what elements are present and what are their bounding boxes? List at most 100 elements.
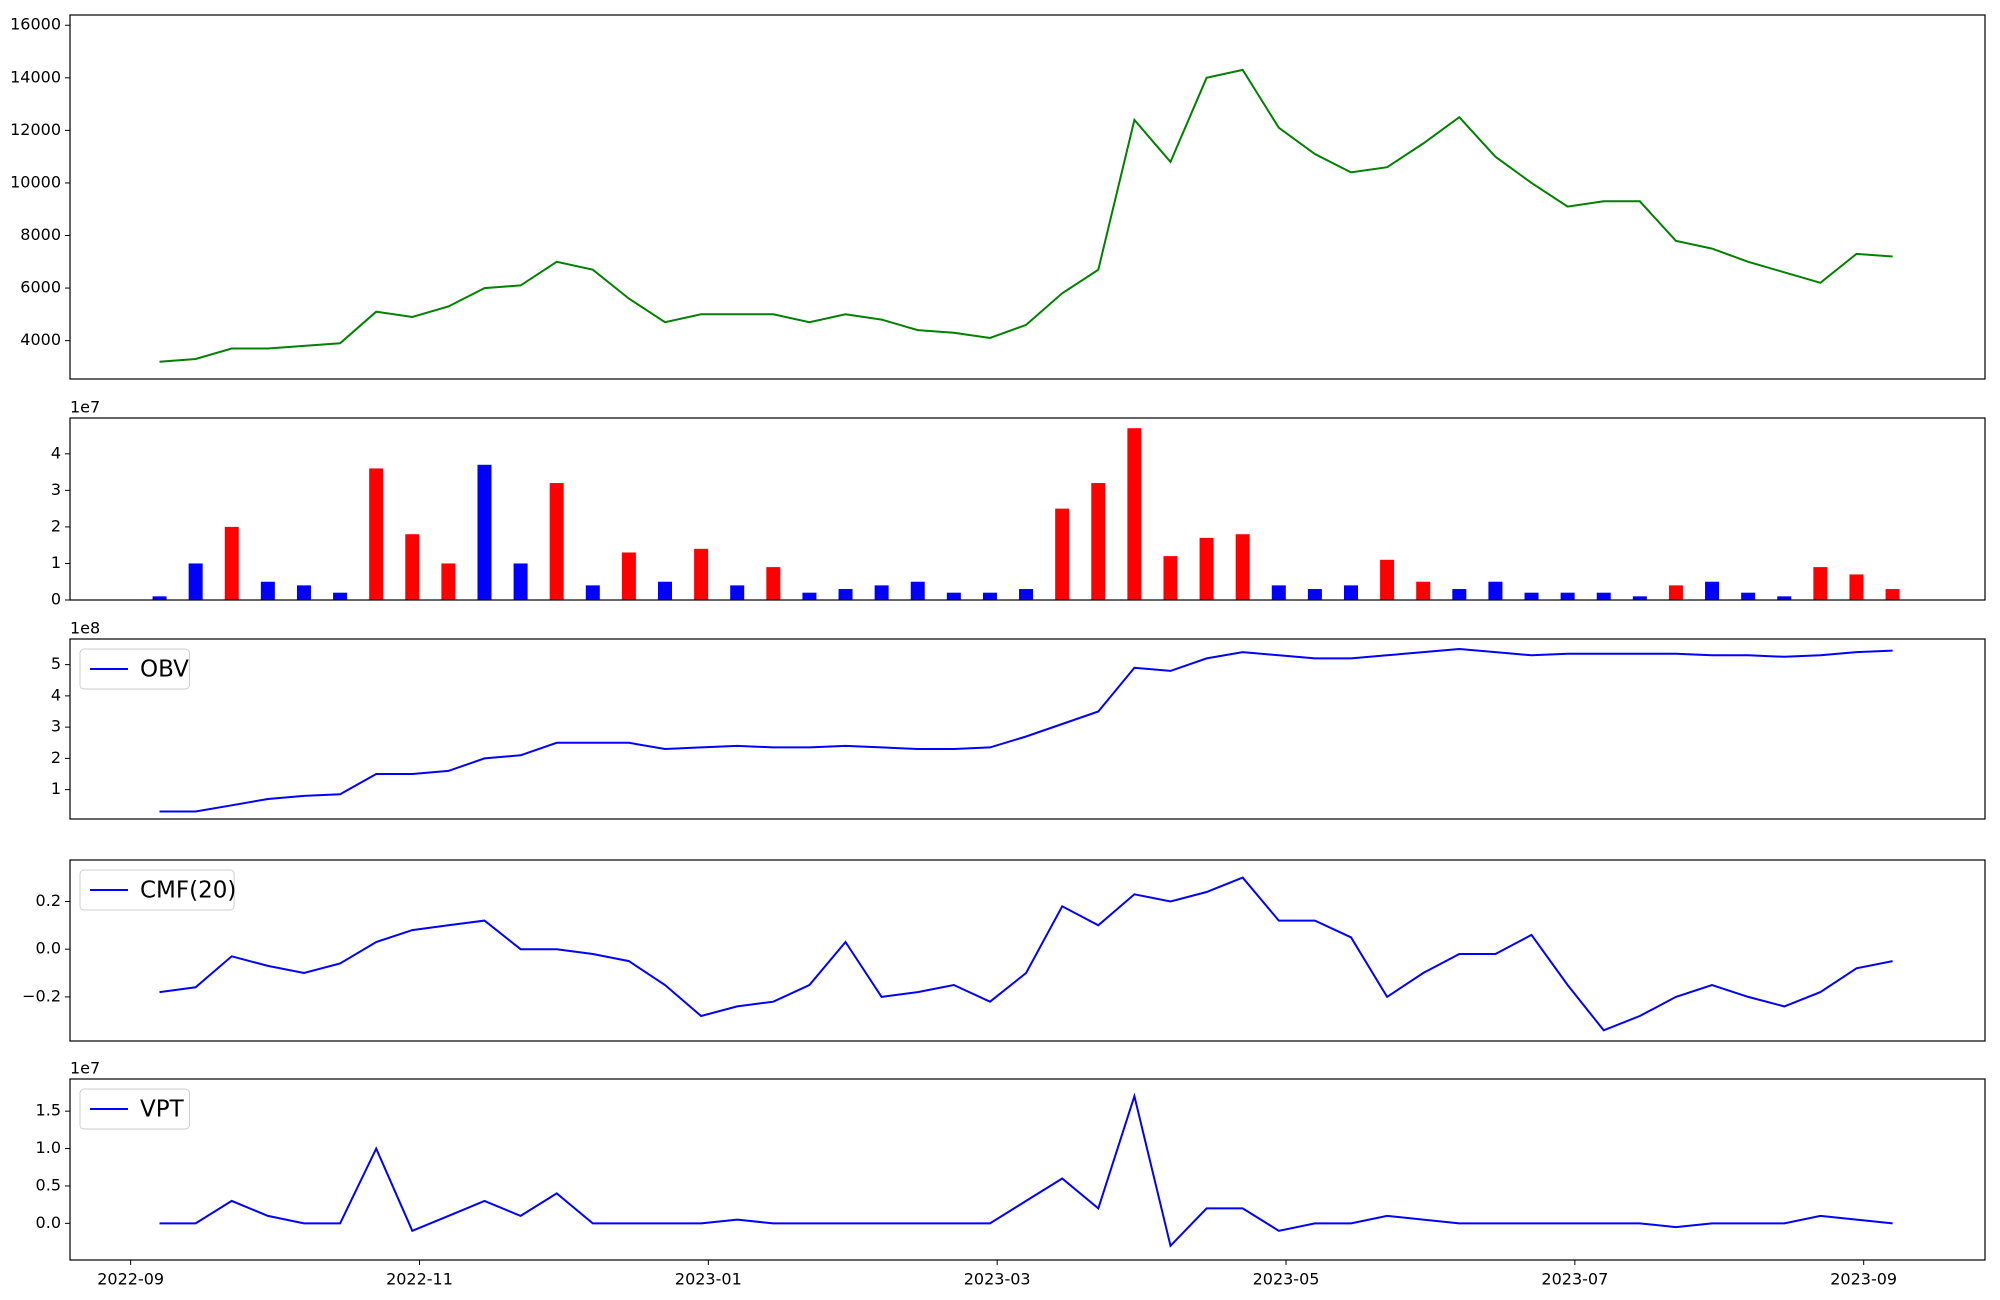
bar xyxy=(694,548,709,600)
x-tick-label: 2023-09 xyxy=(1830,1270,1897,1289)
bar xyxy=(658,581,673,600)
bar xyxy=(1488,581,1503,600)
legend: CMF(20) xyxy=(79,869,236,911)
plot-frame xyxy=(69,859,1986,1042)
bar xyxy=(1235,534,1250,600)
bar xyxy=(188,563,203,600)
line xyxy=(159,68,1893,363)
y-tick-label: 2 xyxy=(51,748,61,767)
bar xyxy=(874,585,889,600)
bar xyxy=(982,592,997,600)
bar xyxy=(802,592,817,600)
bar xyxy=(1055,508,1070,600)
bar xyxy=(1307,589,1322,600)
x-tick-label: 2022-09 xyxy=(97,1270,164,1289)
y-tick-label: 4 xyxy=(51,443,61,462)
bar xyxy=(296,585,311,600)
y-tick-label: 0 xyxy=(51,590,61,609)
x-tick-label: 2023-05 xyxy=(1253,1270,1320,1289)
bar xyxy=(260,581,275,600)
y-offset-label: 1e8 xyxy=(70,619,100,638)
legend-box xyxy=(79,869,235,911)
bar xyxy=(1668,585,1683,600)
x-tick-label: 2023-01 xyxy=(675,1270,742,1289)
bar xyxy=(405,534,420,600)
bar xyxy=(1560,592,1575,600)
bar xyxy=(152,596,167,600)
y-tick-label: 1 xyxy=(51,553,61,572)
bar xyxy=(1091,483,1106,600)
bar xyxy=(1777,596,1792,600)
bar xyxy=(1452,589,1467,600)
plot-frame xyxy=(69,1078,1986,1261)
bar xyxy=(621,552,636,600)
bar xyxy=(513,563,528,600)
bar xyxy=(730,585,745,600)
y-tick-label: 8000 xyxy=(20,225,61,244)
bar xyxy=(224,526,239,600)
legend-box xyxy=(79,648,190,690)
bar xyxy=(1885,589,1900,600)
y-offset-label: 1e7 xyxy=(70,398,100,417)
line xyxy=(159,876,1893,1032)
bar xyxy=(1524,592,1539,600)
y-tick-label: 14000 xyxy=(10,67,61,86)
x-tick-label: 2022-11 xyxy=(386,1270,453,1289)
y-tick-label: 2 xyxy=(51,516,61,535)
y-tick-label: 1 xyxy=(51,779,61,798)
bar xyxy=(1343,585,1358,600)
plot-frame xyxy=(69,638,1986,820)
bar xyxy=(838,589,853,600)
legend: VPT xyxy=(79,1088,190,1130)
bar xyxy=(1632,596,1647,600)
y-offset-label: 1e7 xyxy=(70,1059,100,1078)
y-tick-label: 12000 xyxy=(10,120,61,139)
bar xyxy=(946,592,961,600)
plot-frame xyxy=(69,14,1986,380)
y-tick-label: 10000 xyxy=(10,172,61,191)
y-tick-label: 6000 xyxy=(20,278,61,297)
y-tick-label: 3 xyxy=(51,480,61,499)
bar xyxy=(477,464,492,600)
y-tick-label: 0.0 xyxy=(36,939,61,958)
y-tick-label: 4 xyxy=(51,685,61,704)
line xyxy=(159,647,1893,813)
plot-frame xyxy=(69,417,1986,601)
bar xyxy=(441,563,456,600)
bar xyxy=(1163,556,1178,600)
legend-label: CMF(20) xyxy=(140,878,236,904)
bar xyxy=(1271,585,1286,600)
y-tick-label: 0.5 xyxy=(36,1175,61,1194)
bar xyxy=(1380,559,1395,600)
bar xyxy=(766,567,781,600)
y-tick-label: 0.2 xyxy=(36,891,61,910)
bar xyxy=(1416,581,1431,600)
bar xyxy=(549,483,564,600)
bar xyxy=(1199,537,1214,600)
legend-label: OBV xyxy=(140,657,189,683)
bar xyxy=(369,468,384,600)
bar xyxy=(1596,592,1611,600)
y-tick-label: 1.0 xyxy=(36,1138,61,1157)
bar xyxy=(1741,592,1756,600)
legend-label: VPT xyxy=(140,1097,185,1123)
line xyxy=(159,1092,1893,1248)
y-tick-label: −0.2 xyxy=(22,986,61,1005)
bar xyxy=(333,592,348,600)
y-tick-label: 0.0 xyxy=(36,1213,61,1232)
legend-box xyxy=(79,1088,190,1130)
y-tick-label: 3 xyxy=(51,717,61,736)
bar xyxy=(1849,574,1864,600)
bar xyxy=(1813,567,1828,600)
bar xyxy=(1127,428,1142,600)
bar xyxy=(1705,581,1720,600)
x-tick-label: 2023-07 xyxy=(1541,1270,1608,1289)
bar xyxy=(585,585,600,600)
y-tick-label: 4000 xyxy=(20,330,61,349)
y-tick-label: 16000 xyxy=(10,15,61,34)
y-tick-label: 1.5 xyxy=(36,1101,61,1120)
x-tick-label: 2023-03 xyxy=(964,1270,1031,1289)
y-tick-label: 5 xyxy=(51,654,61,673)
legend: OBV xyxy=(79,648,190,690)
